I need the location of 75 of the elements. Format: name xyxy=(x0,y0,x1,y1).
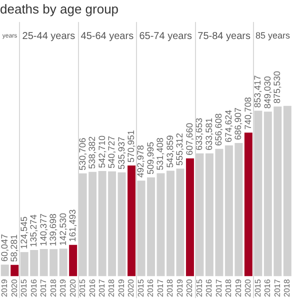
text: 85 years xyxy=(256,30,291,40)
data-label: 849,030 xyxy=(262,76,272,109)
x-tick-label: 2017 xyxy=(214,278,224,297)
data-label: 633,653 xyxy=(194,118,204,150)
x-tick-label: 2020 xyxy=(68,278,78,297)
x-tick-label: 2018 xyxy=(166,278,175,297)
data-label: 161,493 xyxy=(68,209,78,242)
bar xyxy=(69,244,78,276)
data-label: 540,727 xyxy=(106,136,117,168)
data-label: 530,706 xyxy=(77,138,88,170)
x-tick-label: 2017 xyxy=(156,278,165,297)
data-label: 875,530 xyxy=(272,70,282,104)
chart-title: deaths by age group xyxy=(0,1,119,16)
x-tick-label: 2020 xyxy=(185,278,194,297)
x-tick-label: 2016 xyxy=(88,278,97,297)
bar xyxy=(59,248,68,276)
data-label: 492,978 xyxy=(136,145,146,178)
data-label: 531,408 xyxy=(155,138,166,170)
x-tick-label: 2019 xyxy=(116,278,126,297)
x-tick-label: 2020 xyxy=(126,278,136,297)
bar xyxy=(156,173,165,276)
x-tick-label: 2017 xyxy=(272,278,282,297)
data-label: 509,995 xyxy=(145,142,156,174)
x-tick-label: 2017 xyxy=(39,278,48,297)
data-label: 674,624 xyxy=(223,110,234,142)
text: 65-74 years xyxy=(139,30,192,42)
data-label: 633,581 xyxy=(204,118,214,150)
data-label: 542,710 xyxy=(96,135,107,168)
x-tick-label: 2018 xyxy=(107,278,116,297)
text: 25-44 years xyxy=(22,30,76,42)
x-tick-label: 2016 xyxy=(263,278,272,297)
data-label: 60,047 xyxy=(0,234,10,262)
data-label: 135,274 xyxy=(28,214,39,247)
data-label: 124,545 xyxy=(18,216,29,250)
data-label: 570,951 xyxy=(126,130,136,163)
bar xyxy=(283,106,292,276)
x-tick-label: 2015 xyxy=(136,278,146,297)
x-tick-label: 2019 xyxy=(58,278,68,297)
x-tick-label: 2015 xyxy=(20,278,29,297)
x-tick-label: 2015 xyxy=(194,278,204,297)
bar xyxy=(244,132,252,276)
data-label: 543,859 xyxy=(164,135,175,168)
data-label: 853,417 xyxy=(252,75,263,108)
data-label: 555,312 xyxy=(174,133,185,166)
x-tick-label: 2016 xyxy=(29,278,38,297)
bar xyxy=(186,158,194,276)
text: 75-84 years xyxy=(198,30,250,42)
x-tick-label: 2019 xyxy=(234,278,243,297)
text: 45-64 years xyxy=(80,30,134,42)
data-label: 686,907 xyxy=(233,108,244,140)
x-tick-label: 2020 xyxy=(244,278,253,297)
bar xyxy=(128,166,136,276)
x-tick-label: 2020 xyxy=(10,278,19,297)
x-tick-label: 2019 xyxy=(175,278,184,297)
x-tick-label: 2018 xyxy=(48,278,58,297)
x-tick-label: 2018 xyxy=(224,278,234,297)
data-label: 139,698 xyxy=(48,214,58,246)
data-label: 142,530 xyxy=(58,213,68,246)
bar xyxy=(0,264,9,276)
x-tick-label: 2019 xyxy=(0,278,10,297)
data-label: 656,608 xyxy=(214,113,224,146)
x-tick-label: 2018 xyxy=(282,278,292,297)
x-tick-label: 2015 xyxy=(78,278,88,297)
x-tick-label: 2016 xyxy=(204,278,214,297)
data-label: 58,281 xyxy=(9,234,20,262)
x-tick-label: 2015 xyxy=(253,278,262,297)
data-label: 538,382 xyxy=(87,136,98,169)
data-label: 140,377 xyxy=(38,213,48,246)
x-tick-label: 2016 xyxy=(146,278,156,297)
data-label: 535,937 xyxy=(116,136,126,170)
data-label: 607,660 xyxy=(184,122,194,156)
x-tick-label: 2017 xyxy=(98,278,106,297)
bar xyxy=(10,264,19,276)
bar xyxy=(118,172,126,276)
data-label: 740,708 xyxy=(242,97,253,130)
